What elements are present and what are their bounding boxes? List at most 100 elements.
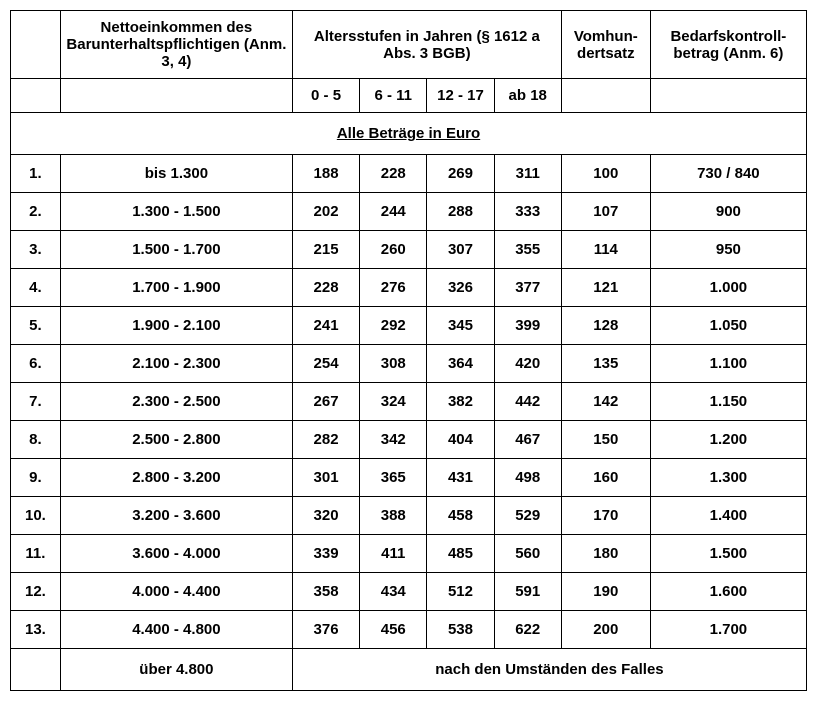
cell-age12-17: 345: [427, 307, 494, 345]
cell-age0-5: 228: [292, 269, 359, 307]
blank-percent: [561, 79, 650, 113]
cell-age12-17: 307: [427, 231, 494, 269]
last-row: über 4.800 nach den Umständen des Falles: [11, 649, 807, 691]
table-row: 12.4.000 - 4.4003584345125911901.600: [11, 573, 807, 611]
cell-age12-17: 458: [427, 497, 494, 535]
cell-age6-11: 276: [360, 269, 427, 307]
cell-age6-11: 388: [360, 497, 427, 535]
last-num: [11, 649, 61, 691]
cell-bedarf: 900: [650, 193, 806, 231]
cell-age12-17: 269: [427, 155, 494, 193]
table-row: 11.3.600 - 4.0003394114855601801.500: [11, 535, 807, 573]
cell-ab18: 467: [494, 421, 561, 459]
table-row: 3.1.500 - 1.700215260307355114950: [11, 231, 807, 269]
cell-percent: 142: [561, 383, 650, 421]
table-row: 5.1.900 - 2.1002412923453991281.050: [11, 307, 807, 345]
cell-income: 1.300 - 1.500: [60, 193, 292, 231]
cell-age0-5: 241: [292, 307, 359, 345]
cell-bedarf: 1.200: [650, 421, 806, 459]
cell-num: 10.: [11, 497, 61, 535]
cell-bedarf: 1.000: [650, 269, 806, 307]
cell-percent: 100: [561, 155, 650, 193]
cell-bedarf: 1.400: [650, 497, 806, 535]
cell-bedarf: 1.300: [650, 459, 806, 497]
cell-age12-17: 364: [427, 345, 494, 383]
cell-income: 2.100 - 2.300: [60, 345, 292, 383]
cell-num: 1.: [11, 155, 61, 193]
cell-bedarf: 1.100: [650, 345, 806, 383]
cell-num: 12.: [11, 573, 61, 611]
cell-age6-11: 411: [360, 535, 427, 573]
cell-percent: 160: [561, 459, 650, 497]
table-row: 4.1.700 - 1.9002282763263771211.000: [11, 269, 807, 307]
cell-age6-11: 342: [360, 421, 427, 459]
cell-ab18: 399: [494, 307, 561, 345]
cell-num: 6.: [11, 345, 61, 383]
cell-age12-17: 485: [427, 535, 494, 573]
blank-subheader-row: 0 - 5 6 - 11 12 - 17 ab 18: [11, 79, 807, 113]
cell-num: 5.: [11, 307, 61, 345]
cell-num: 13.: [11, 611, 61, 649]
cell-age0-5: 202: [292, 193, 359, 231]
cell-income: 4.400 - 4.800: [60, 611, 292, 649]
table-row: 9.2.800 - 3.2003013654314981601.300: [11, 459, 807, 497]
cell-age0-5: 358: [292, 573, 359, 611]
cell-ab18: 442: [494, 383, 561, 421]
blank-age1: 6 - 11: [360, 79, 427, 113]
cell-ab18: 333: [494, 193, 561, 231]
cell-bedarf: 950: [650, 231, 806, 269]
cell-income: 2.800 - 3.200: [60, 459, 292, 497]
cell-percent: 135: [561, 345, 650, 383]
cell-num: 7.: [11, 383, 61, 421]
cell-age12-17: 512: [427, 573, 494, 611]
cell-income: 2.500 - 2.800: [60, 421, 292, 459]
cell-age12-17: 538: [427, 611, 494, 649]
cell-bedarf: 730 / 840: [650, 155, 806, 193]
cell-percent: 114: [561, 231, 650, 269]
cell-ab18: 311: [494, 155, 561, 193]
cell-ab18: 622: [494, 611, 561, 649]
cell-age6-11: 228: [360, 155, 427, 193]
cell-income: bis 1.300: [60, 155, 292, 193]
cell-percent: 107: [561, 193, 650, 231]
cell-num: 8.: [11, 421, 61, 459]
cell-bedarf: 1.600: [650, 573, 806, 611]
euro-note-cell: Alle Beträge in Euro: [11, 113, 807, 155]
cell-bedarf: 1.500: [650, 535, 806, 573]
cell-age0-5: 254: [292, 345, 359, 383]
cell-bedarf: 1.150: [650, 383, 806, 421]
cell-ab18: 560: [494, 535, 561, 573]
table-row: 6.2.100 - 2.3002543083644201351.100: [11, 345, 807, 383]
cell-age12-17: 431: [427, 459, 494, 497]
cell-age6-11: 260: [360, 231, 427, 269]
cell-age6-11: 292: [360, 307, 427, 345]
blank-num: [11, 79, 61, 113]
cell-age6-11: 244: [360, 193, 427, 231]
cell-ab18: 591: [494, 573, 561, 611]
cell-percent: 170: [561, 497, 650, 535]
table-body: 1.bis 1.300188228269311100730 / 8402.1.3…: [11, 155, 807, 649]
cell-income: 1.900 - 2.100: [60, 307, 292, 345]
cell-age12-17: 288: [427, 193, 494, 231]
table-row: 10.3.200 - 3.6003203884585291701.400: [11, 497, 807, 535]
cell-percent: 150: [561, 421, 650, 459]
cell-age6-11: 324: [360, 383, 427, 421]
cell-age0-5: 282: [292, 421, 359, 459]
header-num: [11, 11, 61, 79]
last-merged: nach den Umständen des Falles: [292, 649, 806, 691]
blank-age3: ab 18: [494, 79, 561, 113]
cell-age12-17: 326: [427, 269, 494, 307]
cell-percent: 190: [561, 573, 650, 611]
header-row: Nettoeinkommen des Barunterhaltspflichti…: [11, 11, 807, 79]
header-percent: Vomhun-dertsatz: [561, 11, 650, 79]
cell-percent: 128: [561, 307, 650, 345]
cell-num: 3.: [11, 231, 61, 269]
cell-ab18: 420: [494, 345, 561, 383]
cell-ab18: 355: [494, 231, 561, 269]
blank-age0: 0 - 5: [292, 79, 359, 113]
cell-age0-5: 320: [292, 497, 359, 535]
cell-income: 2.300 - 2.500: [60, 383, 292, 421]
header-income: Nettoeinkommen des Barunterhaltspflichti…: [60, 11, 292, 79]
blank-income: [60, 79, 292, 113]
cell-income: 1.700 - 1.900: [60, 269, 292, 307]
